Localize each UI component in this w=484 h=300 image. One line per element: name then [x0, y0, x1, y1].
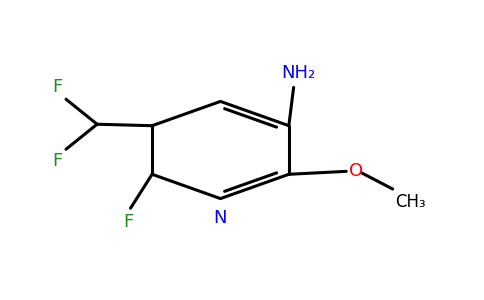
Text: F: F — [52, 78, 62, 96]
Text: CH₃: CH₃ — [395, 194, 425, 211]
Text: F: F — [52, 152, 62, 170]
Text: N: N — [214, 209, 227, 227]
Text: O: O — [348, 162, 363, 180]
Text: NH₂: NH₂ — [281, 64, 316, 82]
Text: F: F — [123, 213, 133, 231]
